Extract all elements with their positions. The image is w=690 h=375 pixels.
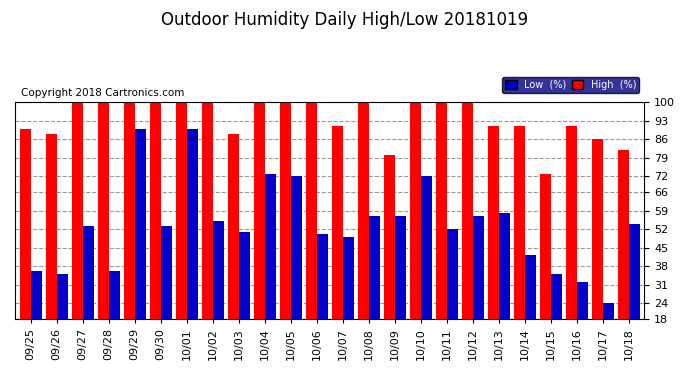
Bar [20, 129, 30, 366]
Bar [488, 126, 499, 366]
Bar [306, 102, 317, 366]
Bar [462, 102, 473, 366]
Bar [551, 274, 562, 366]
Bar [57, 274, 68, 366]
Bar [135, 129, 146, 366]
Bar [332, 126, 343, 366]
Bar [435, 102, 446, 366]
Bar [239, 232, 250, 366]
Bar [83, 226, 94, 366]
Bar [629, 224, 640, 366]
Bar [602, 303, 613, 366]
Bar [150, 102, 161, 366]
Bar [473, 216, 484, 366]
Bar [108, 272, 119, 366]
Bar [343, 237, 353, 366]
Bar [540, 174, 551, 366]
Bar [499, 213, 510, 366]
Bar [46, 134, 57, 366]
Bar [317, 234, 328, 366]
Bar [176, 102, 186, 366]
Bar [279, 102, 290, 366]
Bar [228, 134, 239, 366]
Bar [161, 226, 172, 366]
Bar [72, 102, 83, 366]
Bar [514, 126, 524, 366]
Legend: Low  (%), High  (%): Low (%), High (%) [502, 77, 640, 93]
Bar [421, 176, 431, 366]
Bar [577, 282, 588, 366]
Bar [124, 102, 135, 366]
Bar [446, 229, 457, 366]
Bar [98, 102, 108, 366]
Bar [186, 129, 197, 366]
Bar [254, 102, 265, 366]
Text: Copyright 2018 Cartronics.com: Copyright 2018 Cartronics.com [21, 88, 185, 98]
Text: Outdoor Humidity Daily High/Low 20181019: Outdoor Humidity Daily High/Low 20181019 [161, 11, 529, 29]
Bar [384, 155, 395, 366]
Bar [265, 174, 275, 366]
Bar [290, 176, 302, 366]
Bar [395, 216, 406, 366]
Bar [213, 221, 224, 366]
Bar [201, 102, 213, 366]
Bar [618, 150, 629, 366]
Bar [410, 102, 421, 366]
Bar [357, 102, 368, 366]
Bar [524, 255, 535, 366]
Bar [592, 139, 602, 366]
Bar [566, 126, 577, 366]
Bar [30, 272, 41, 366]
Bar [368, 216, 380, 366]
